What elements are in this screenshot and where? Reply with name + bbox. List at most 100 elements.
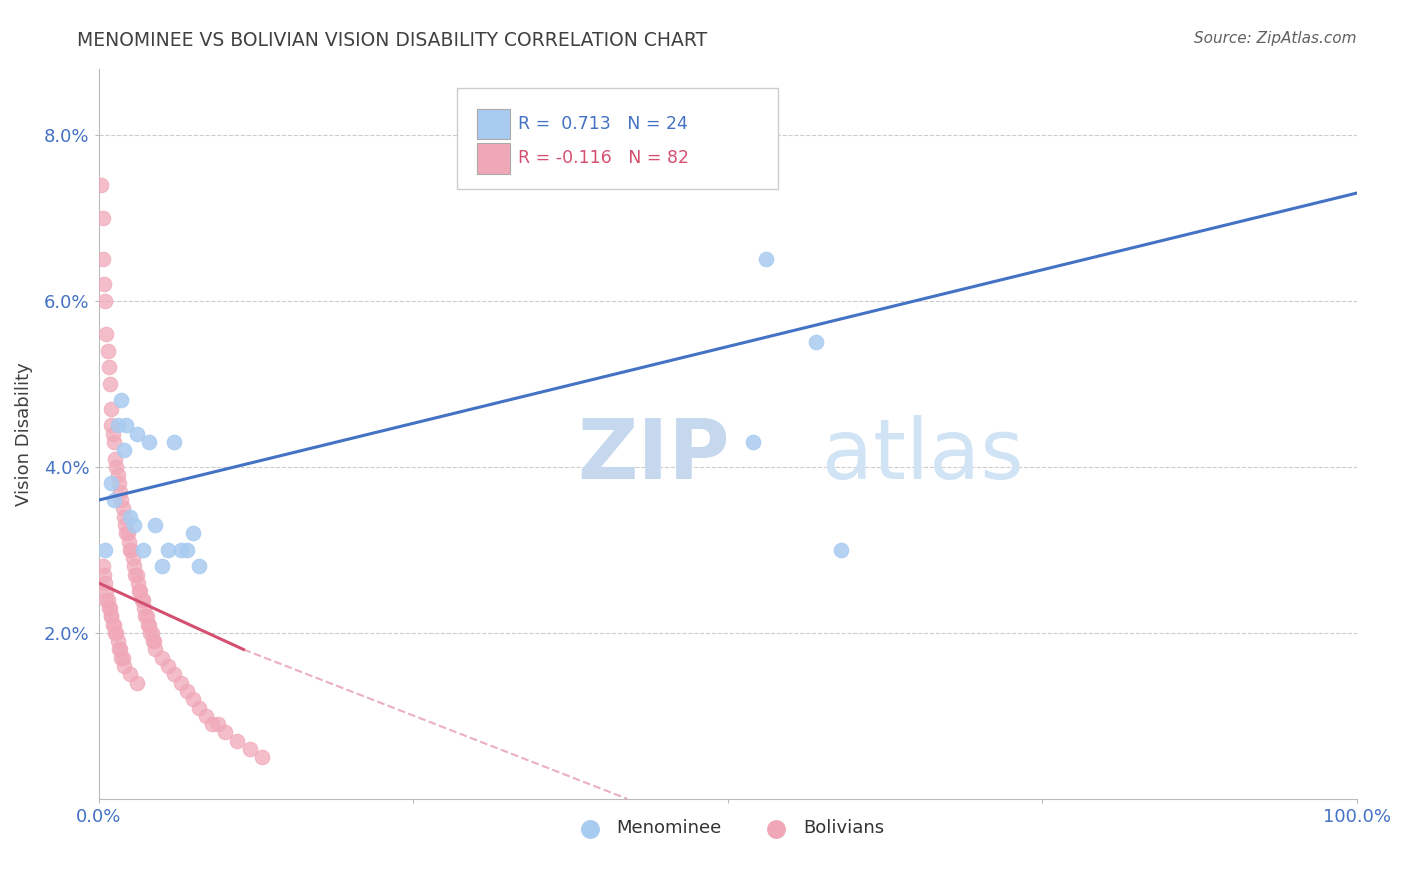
Point [188, 700, 211, 714]
FancyBboxPatch shape [478, 143, 510, 174]
FancyBboxPatch shape [457, 88, 778, 189]
Point [156, 659, 179, 673]
Point [112, 443, 135, 458]
Y-axis label: Vision Disability: Vision Disability [15, 362, 32, 506]
Point [94, 576, 117, 591]
Text: Source: ZipAtlas.com: Source: ZipAtlas.com [1194, 31, 1357, 46]
Point [143, 634, 166, 648]
Point [91, 559, 114, 574]
Point [110, 650, 132, 665]
Text: R = -0.116   N = 82: R = -0.116 N = 82 [517, 149, 689, 168]
Point [122, 518, 145, 533]
Point [112, 659, 135, 673]
Point [169, 542, 191, 557]
Point [94, 542, 117, 557]
Point [98, 601, 121, 615]
Point [120, 667, 142, 681]
Point [110, 493, 132, 508]
Point [150, 650, 173, 665]
Point [188, 559, 211, 574]
Point [131, 592, 153, 607]
Point [163, 434, 186, 449]
Point [138, 434, 160, 449]
Point [804, 335, 827, 350]
Text: R =  0.713   N = 24: R = 0.713 N = 24 [517, 115, 688, 133]
Point [194, 709, 217, 723]
Point [104, 451, 127, 466]
Point [226, 733, 249, 747]
FancyBboxPatch shape [478, 109, 510, 139]
Point [94, 293, 117, 308]
Point [101, 617, 124, 632]
Point [107, 418, 129, 433]
Text: MENOMINEE VS BOLIVIAN VISION DISABILITY CORRELATION CHART: MENOMINEE VS BOLIVIAN VISION DISABILITY … [77, 31, 707, 50]
Legend: Menominee, Bolivians: Menominee, Bolivians [564, 812, 891, 845]
Point [108, 484, 131, 499]
Text: atlas: atlas [823, 415, 1024, 496]
Point [90, 178, 112, 192]
Point [98, 376, 121, 391]
Point [138, 617, 160, 632]
Point [112, 509, 135, 524]
Point [742, 434, 765, 449]
Point [128, 584, 150, 599]
Point [139, 625, 162, 640]
Point [121, 542, 143, 557]
Point [156, 542, 179, 557]
Point [120, 542, 142, 557]
Point [103, 617, 125, 632]
Point [141, 625, 163, 640]
Point [103, 493, 125, 508]
Point [97, 343, 120, 358]
Point [252, 750, 274, 764]
Point [132, 542, 155, 557]
Point [124, 567, 146, 582]
Point [103, 434, 125, 449]
Point [132, 601, 155, 615]
Point [97, 360, 120, 375]
Point [122, 559, 145, 574]
Point [100, 609, 122, 624]
Point [181, 526, 204, 541]
Point [105, 625, 128, 640]
Point [120, 509, 142, 524]
Point [134, 609, 156, 624]
Point [181, 692, 204, 706]
Point [830, 542, 852, 557]
Point [169, 675, 191, 690]
Point [176, 542, 198, 557]
Point [107, 468, 129, 483]
Point [115, 418, 138, 433]
Point [96, 592, 118, 607]
Point [142, 634, 165, 648]
Point [111, 650, 134, 665]
Point [108, 476, 131, 491]
Point [96, 584, 118, 599]
Point [132, 592, 155, 607]
Point [111, 501, 134, 516]
Point [101, 426, 124, 441]
Point [105, 459, 128, 474]
Point [93, 277, 115, 292]
Point [239, 742, 262, 756]
Point [127, 576, 149, 591]
Point [117, 526, 139, 541]
Text: ZIP: ZIP [576, 415, 730, 496]
Point [108, 642, 131, 657]
Point [100, 418, 122, 433]
Point [104, 625, 127, 640]
Point [145, 518, 167, 533]
Point [100, 476, 122, 491]
Point [121, 551, 143, 566]
Point [129, 584, 152, 599]
Point [214, 725, 236, 739]
Point [118, 534, 141, 549]
Point [150, 559, 173, 574]
Point [136, 617, 159, 632]
Point [755, 252, 778, 267]
Point [100, 609, 122, 624]
Point [125, 675, 148, 690]
Point [114, 518, 136, 533]
Point [107, 634, 129, 648]
Point [125, 567, 148, 582]
